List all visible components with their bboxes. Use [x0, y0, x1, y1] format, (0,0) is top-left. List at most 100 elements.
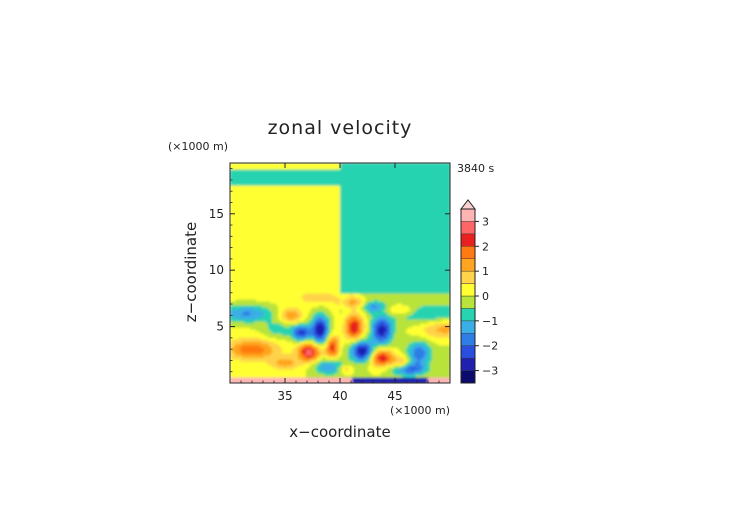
- field-cell: [254, 195, 257, 198]
- field-cell: [262, 213, 265, 216]
- field-cell: [280, 339, 283, 342]
- field-cell: [252, 309, 255, 312]
- field-cell: [292, 165, 295, 168]
- field-cell: [298, 361, 301, 364]
- field-cell: [284, 337, 287, 340]
- field-cell: [244, 217, 247, 220]
- field-cell: [306, 323, 309, 326]
- field-cell: [304, 353, 307, 356]
- field-cell: [250, 181, 253, 184]
- field-cell: [316, 337, 319, 340]
- field-cell: [318, 205, 321, 208]
- field-cell: [256, 235, 259, 238]
- field-cell: [290, 313, 293, 316]
- field-cell: [244, 247, 247, 250]
- field-cell: [236, 209, 239, 212]
- field-cell: [254, 275, 257, 278]
- field-cell: [270, 187, 273, 190]
- field-cell: [304, 205, 307, 208]
- field-cell: [240, 291, 243, 294]
- field-cell: [272, 345, 275, 348]
- field-cell: [264, 201, 267, 204]
- field-cell: [304, 333, 307, 336]
- field-cell: [318, 331, 321, 334]
- field-cell: [300, 187, 303, 190]
- field-cell: [238, 369, 241, 372]
- field-cell: [264, 167, 267, 170]
- field-cell: [248, 381, 251, 383]
- field-cell: [244, 359, 247, 362]
- field-cell: [264, 211, 267, 214]
- field-cell: [300, 165, 303, 168]
- field-cell: [246, 309, 249, 312]
- field-cell: [260, 363, 263, 366]
- field-cell: [304, 277, 307, 280]
- field-cell: [276, 245, 279, 248]
- field-cell: [246, 251, 249, 254]
- field-cell: [304, 347, 307, 350]
- field-cell: [244, 355, 247, 358]
- field-cell: [296, 207, 299, 210]
- field-cell: [316, 375, 319, 378]
- field-cell: [264, 271, 267, 274]
- field-cell: [274, 295, 277, 298]
- field-cell: [318, 177, 321, 180]
- field-cell: [240, 215, 243, 218]
- field-cell: [262, 227, 265, 230]
- field-cell: [302, 333, 305, 336]
- field-cell: [256, 255, 259, 258]
- field-cell: [262, 289, 265, 292]
- field-cell: [318, 309, 321, 312]
- field-cell: [292, 209, 295, 212]
- field-cell: [264, 303, 267, 306]
- field-cell: [268, 283, 271, 286]
- field-cell: [314, 377, 317, 380]
- field-cell: [302, 265, 305, 268]
- field-cell: [296, 227, 299, 230]
- field-cell: [306, 275, 309, 278]
- field-cell: [306, 197, 309, 200]
- field-cell: [296, 355, 299, 358]
- field-cell: [278, 367, 281, 370]
- field-cell: [252, 327, 255, 330]
- field-cell: [242, 163, 245, 166]
- field-cell: [282, 253, 285, 256]
- field-cell: [264, 221, 267, 224]
- field-cell: [280, 307, 283, 310]
- field-cell: [306, 365, 309, 368]
- field-cell: [234, 277, 237, 280]
- field-cell: [294, 311, 297, 314]
- field-cell: [238, 283, 241, 286]
- field-cell: [238, 289, 241, 292]
- field-cell: [238, 181, 241, 184]
- field-cell: [292, 211, 295, 214]
- field-cell: [252, 347, 255, 350]
- field-cell: [296, 191, 299, 194]
- field-cell: [274, 227, 277, 230]
- field-cell: [252, 351, 255, 354]
- field-cell: [282, 215, 285, 218]
- field-cell: [236, 205, 239, 208]
- field-cell: [286, 277, 289, 280]
- field-cell: [240, 371, 243, 374]
- field-cell: [316, 263, 319, 266]
- field-cell: [280, 353, 283, 356]
- field-cell: [296, 329, 299, 332]
- field-cell: [314, 335, 317, 338]
- field-cell: [246, 297, 249, 300]
- field-cell: [276, 271, 279, 274]
- field-cell: [264, 317, 267, 320]
- field-cell: [294, 337, 297, 340]
- field-cell: [318, 251, 321, 254]
- field-cell: [306, 379, 309, 382]
- field-cell: [316, 277, 319, 280]
- field-cell: [258, 281, 261, 284]
- field-cell: [260, 291, 263, 294]
- field-cell: [254, 371, 257, 374]
- field-cell: [244, 297, 247, 300]
- field-cell: [234, 329, 237, 332]
- field-cell: [238, 375, 241, 378]
- field-cell: [264, 321, 267, 324]
- field-cell: [286, 283, 289, 286]
- field-cell: [262, 201, 265, 204]
